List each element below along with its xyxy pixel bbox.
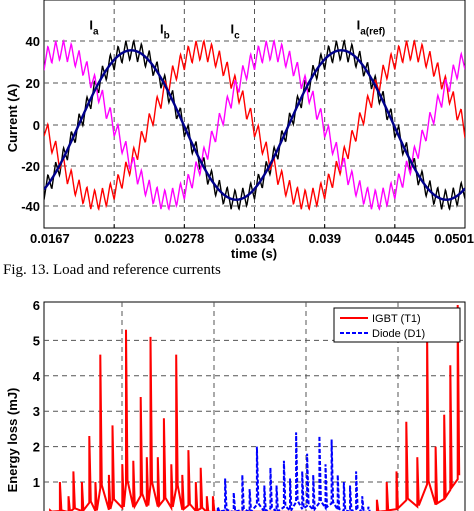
energy-y-tick-label: 6	[33, 298, 40, 313]
energy-y-axis-label: Energy loss (mJ)	[5, 388, 20, 493]
energy-legend: IGBT (T1) Diode (D1)	[333, 307, 461, 343]
legend-igbt-label: IGBT (T1)	[372, 313, 421, 325]
current-y-tick-label: -40	[21, 199, 40, 214]
legend-box	[333, 307, 461, 343]
current-annotation-a: Ia	[89, 18, 99, 38]
series-line-i-a	[44, 39, 465, 211]
energy-y-tick-label: 1	[33, 475, 40, 490]
energy-y-tick-label: 3	[33, 404, 40, 419]
current-annotation-c: Ic	[231, 22, 241, 42]
current-x-tick-label: 0.0501	[434, 231, 474, 246]
current-chart: 40 20 0 -20 -40 0.0167 0.0223 0.0278 0.0334 0.03…	[5, 0, 474, 261]
series-line-diode-d1-	[216, 432, 371, 511]
energy-y-tick-label: 2	[33, 440, 40, 455]
energy-series	[49, 304, 461, 511]
current-x-tick-label: 0.0223	[94, 231, 134, 246]
current-y-ticks: 40 20 0 -20 -40	[21, 34, 40, 214]
current-y-axis-label: Current (A)	[5, 84, 20, 153]
current-x-axis-label: time (s)	[231, 246, 277, 261]
current-x-tick-label: 0.0278	[164, 231, 204, 246]
current-y-tick-label: 20	[26, 76, 40, 91]
series-line-i-b	[44, 39, 465, 211]
series-line-igbt-t1-	[49, 304, 461, 511]
current-grid	[44, 0, 465, 228]
legend-diode-label: Diode (D1)	[372, 328, 425, 340]
current-x-tick-label: 0.0445	[375, 231, 415, 246]
current-x-tick-label: 0.039	[308, 231, 341, 246]
current-y-tick-label: 0	[33, 118, 40, 133]
energy-loss-chart: 6 5 4 3 2 1 Energy loss (mJ) IGBT (T1) Diode …	[5, 298, 466, 511]
current-y-tick-label: 40	[26, 34, 40, 49]
energy-y-tick-label: 5	[33, 333, 40, 348]
current-y-tick-label: -20	[21, 159, 40, 174]
figure-caption: Fig. 13. Load and reference currents	[3, 262, 221, 278]
current-annotation-b: Ib	[160, 22, 170, 42]
current-x-ticks: 0.0167 0.0223 0.0278 0.0334 0.039 0.0445 0.050…	[30, 224, 474, 246]
current-x-tick-label: 0.0167	[30, 231, 70, 246]
energy-y-tick-label: 4	[33, 369, 41, 384]
current-x-tick-label: 0.0334	[235, 231, 276, 246]
current-series	[44, 39, 465, 211]
energy-y-ticks: 6 5 4 3 2 1	[33, 298, 41, 490]
series-line-i-c	[44, 39, 465, 211]
series-line-i-a-ref-	[44, 49, 465, 201]
